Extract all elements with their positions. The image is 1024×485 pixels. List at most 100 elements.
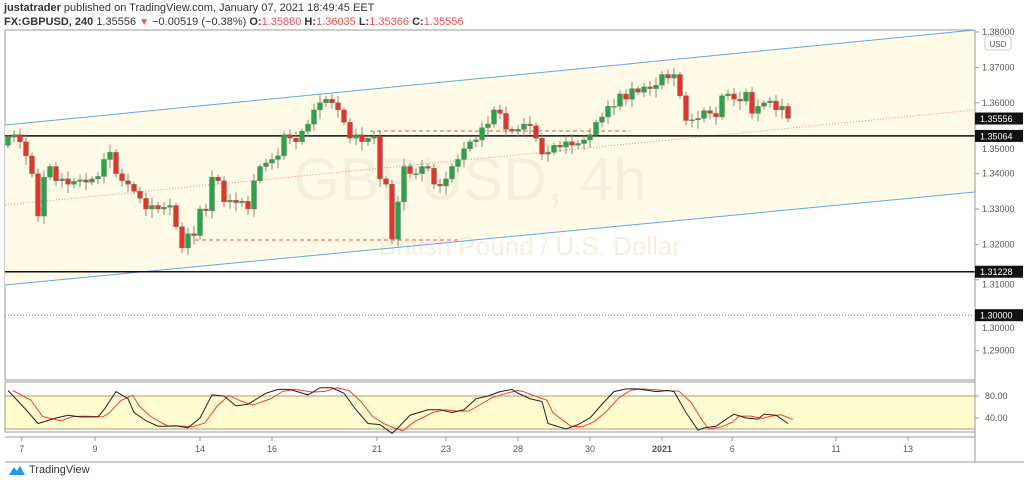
brand-name: TradingView <box>29 464 90 476</box>
channel-midline[interactable] <box>4 109 976 206</box>
candle-down <box>203 208 209 211</box>
candle-down <box>773 100 779 111</box>
published-text: published on TradingView.com, January 07… <box>63 2 375 14</box>
candle-up <box>197 208 203 236</box>
author-name[interactable]: justatrader <box>4 2 61 14</box>
candle-down <box>509 129 515 132</box>
candle-up <box>101 159 107 177</box>
channel-lower-line[interactable] <box>4 191 976 286</box>
candle-down <box>119 173 125 181</box>
candle-up <box>659 74 665 86</box>
candle-up <box>227 199 233 203</box>
candle-up <box>563 141 569 148</box>
x-tick-label: 13 <box>903 444 913 454</box>
candle-down <box>179 226 185 249</box>
candle-up <box>305 123 311 132</box>
candle-down <box>215 176 221 181</box>
candle-up <box>395 201 401 240</box>
candle-down <box>713 113 719 118</box>
stoch-tick-label: 40.00 <box>985 413 1008 423</box>
candle-down <box>635 88 641 93</box>
candle-up <box>473 139 479 142</box>
candle-up <box>281 134 287 157</box>
candle-down <box>35 173 41 217</box>
candle-down <box>407 166 413 174</box>
candle-down <box>437 184 443 187</box>
candle-down <box>221 180 227 203</box>
candle-up <box>71 181 77 185</box>
candle-up <box>275 155 281 160</box>
candle-up <box>545 152 551 155</box>
price-label-badge <box>975 309 1023 322</box>
tradingview-logo[interactable]: TradingView <box>8 464 90 476</box>
candle-up <box>719 95 725 118</box>
candle-down <box>233 199 239 203</box>
candle-up <box>461 148 467 160</box>
candle-up <box>269 159 275 164</box>
candle-up <box>485 123 491 128</box>
candle-up <box>185 233 191 249</box>
y-tick-label: 1.35000 <box>982 144 1015 154</box>
candle-up <box>605 106 611 118</box>
candle-up <box>353 134 359 139</box>
candle-up <box>653 84 659 89</box>
candle-down <box>245 201 251 210</box>
candle-down <box>557 145 563 148</box>
candle-up <box>455 159 461 167</box>
price-label-text: 1.31228 <box>980 267 1013 277</box>
candle-up <box>311 109 317 125</box>
publish-info: justatrader published on TradingView.com… <box>4 2 374 14</box>
price-label-badge <box>975 129 1023 142</box>
candle-up <box>779 106 785 111</box>
candle-down <box>389 184 395 240</box>
y-tick-label: 1.36000 <box>982 98 1015 108</box>
candle-up <box>479 127 485 141</box>
symbol-name: FX:GBPUSD, 240 <box>4 16 94 28</box>
candle-up <box>59 178 65 181</box>
candle-down <box>377 136 383 180</box>
candle-down <box>113 152 119 174</box>
candle-down <box>677 74 683 96</box>
x-tick-label: 28 <box>513 444 523 454</box>
candle-up <box>401 166 407 203</box>
candle-down <box>347 122 353 139</box>
y-tick-label: 1.38000 <box>982 27 1015 37</box>
price-label-badge <box>975 265 1023 278</box>
candle-down <box>329 99 335 104</box>
candle-up <box>413 173 419 175</box>
candle-up <box>755 106 761 114</box>
close-value: 1.35556 <box>423 16 464 28</box>
candle-up <box>641 86 647 93</box>
stochastic-band <box>4 395 976 430</box>
candle-down <box>527 123 533 127</box>
candle-up <box>491 109 497 125</box>
candle-up <box>743 91 749 102</box>
candle-down <box>497 109 503 114</box>
currency-badge[interactable] <box>984 35 1012 51</box>
candle-down <box>53 166 59 181</box>
close-label: C: <box>412 16 424 28</box>
candle-down <box>287 134 293 139</box>
candle-down <box>65 178 71 185</box>
candle-up <box>761 102 767 107</box>
x-tick-label: 11 <box>831 444 840 454</box>
candle-up <box>581 139 587 144</box>
candle-up <box>689 119 695 121</box>
candle-up <box>299 130 305 142</box>
candle-down <box>29 155 35 174</box>
candle-down <box>131 184 137 192</box>
candle-down <box>731 93 737 100</box>
candle-down <box>155 205 161 210</box>
candle-down <box>683 95 689 121</box>
candle-up <box>263 162 269 167</box>
candle-down <box>359 134 365 142</box>
candle-up <box>671 74 677 79</box>
x-tick-label: 9 <box>92 444 97 454</box>
candle-down <box>173 205 179 227</box>
channel-upper-line[interactable] <box>4 29 976 126</box>
candle-down <box>647 86 653 89</box>
candle-up <box>767 100 773 103</box>
candle-down <box>503 113 509 130</box>
price-label-text: 1.30000 <box>980 311 1013 321</box>
